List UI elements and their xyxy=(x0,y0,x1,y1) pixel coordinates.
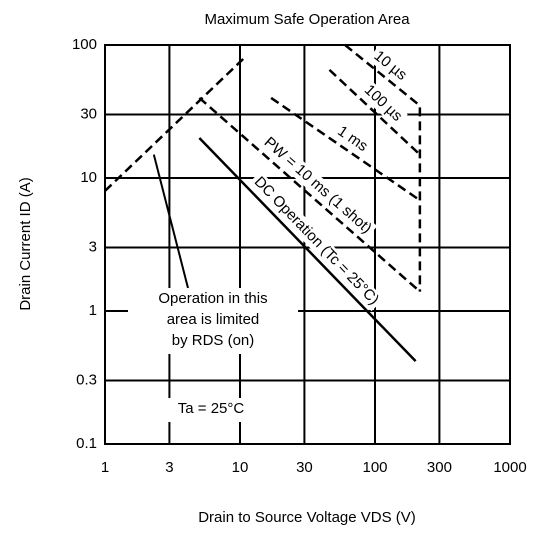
y-tick-label: 1 xyxy=(89,302,97,319)
y-tick-label: 3 xyxy=(89,239,97,256)
annotation-box xyxy=(150,398,272,422)
label-box xyxy=(257,131,378,240)
series-line xyxy=(328,68,421,156)
series-line xyxy=(344,44,422,292)
x-tick-label: 300 xyxy=(427,459,452,476)
y-tick-label: 100 xyxy=(72,36,97,53)
x-axis-label: Drain to Source Voltage VDS (V) xyxy=(198,509,416,526)
x-tick-label: 1000 xyxy=(493,459,526,476)
annotation-box xyxy=(128,288,298,354)
series-line xyxy=(198,137,417,362)
annotation-text: Operation in this xyxy=(158,290,267,307)
y-tick-label: 30 xyxy=(80,106,97,123)
label-box xyxy=(247,171,385,312)
series-line xyxy=(270,96,421,202)
x-tick-label: 3 xyxy=(165,459,173,476)
series-line xyxy=(198,96,421,293)
annotation-text: Ta = 25°C xyxy=(178,400,245,417)
annotation-text: by RDS (on) xyxy=(172,332,255,349)
x-tick-label: 100 xyxy=(362,459,387,476)
annotation-arrow xyxy=(152,154,189,289)
y-axis-label: Drain Current ID (A) xyxy=(17,177,34,310)
label-box xyxy=(357,79,408,128)
x-tick-label: 30 xyxy=(296,459,313,476)
annotation-text: area is limited xyxy=(167,311,260,328)
series-line xyxy=(104,56,246,192)
x-tick-label: 10 xyxy=(232,459,249,476)
label-box xyxy=(331,120,374,158)
y-tick-label: 0.1 xyxy=(76,435,97,452)
x-tick-label: 1 xyxy=(101,459,109,476)
y-tick-label: 0.3 xyxy=(76,372,97,389)
chart-title: Maximum Safe Operation Area xyxy=(204,11,410,28)
label-box xyxy=(367,45,413,87)
y-tick-label: 10 xyxy=(80,169,97,186)
